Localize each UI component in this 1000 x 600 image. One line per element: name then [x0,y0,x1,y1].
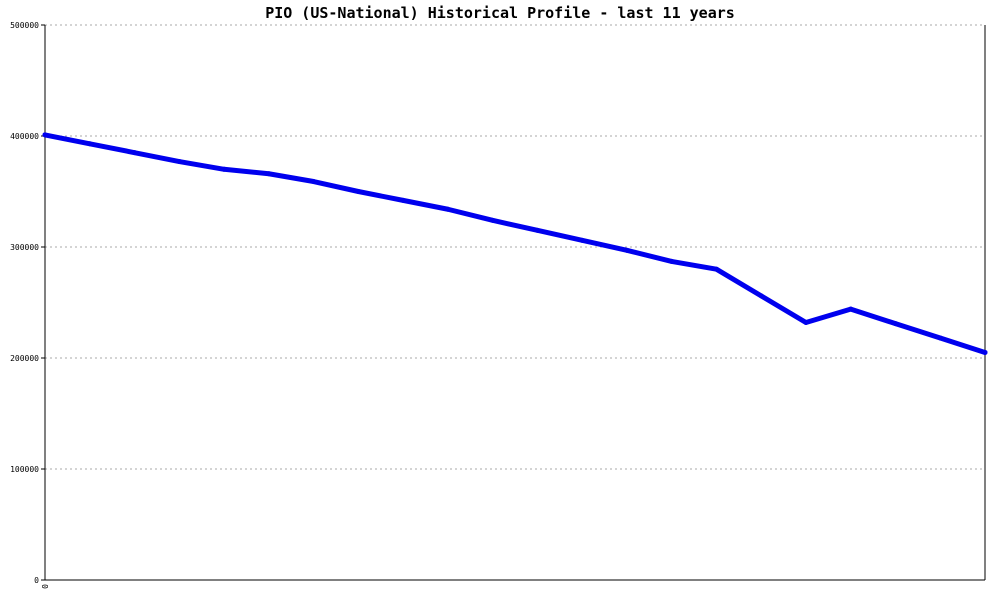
y-tick-label: 300000 [10,243,39,252]
data-point [803,319,809,325]
series-line [42,132,988,355]
y-tick-label: 0 [34,576,39,585]
chart-title: PIO (US-National) Historical Profile - l… [265,4,735,22]
data-point [937,335,943,341]
data-point [892,321,898,327]
series [42,132,988,355]
data-point [758,293,764,299]
y-tick-label: 500000 [10,21,39,30]
data-point [713,266,719,272]
grid-lines [45,24,985,470]
data-point [176,159,182,165]
data-point [42,132,48,138]
x-tick-label: 0 [41,584,50,589]
data-point [266,171,272,177]
data-point [848,306,854,312]
data-point [534,227,540,233]
data-point [221,166,227,172]
data-point [669,258,675,264]
data-point [87,141,93,147]
axes [41,24,986,581]
data-point [490,217,496,223]
y-tick-label: 400000 [10,132,39,141]
data-point [311,179,317,185]
y-tick-label: 200000 [10,354,39,363]
data-point [624,247,630,253]
data-point [445,206,451,212]
y-tick-label: 100000 [10,465,39,474]
data-point [579,237,585,243]
data-point [355,189,361,194]
data-point [982,349,988,355]
data-point [400,197,406,203]
y-tick-labels: 0 100000 200000 300000 400000 500000 [10,21,39,585]
x-tick-labels: 0 [41,584,50,589]
data-point [132,150,138,156]
